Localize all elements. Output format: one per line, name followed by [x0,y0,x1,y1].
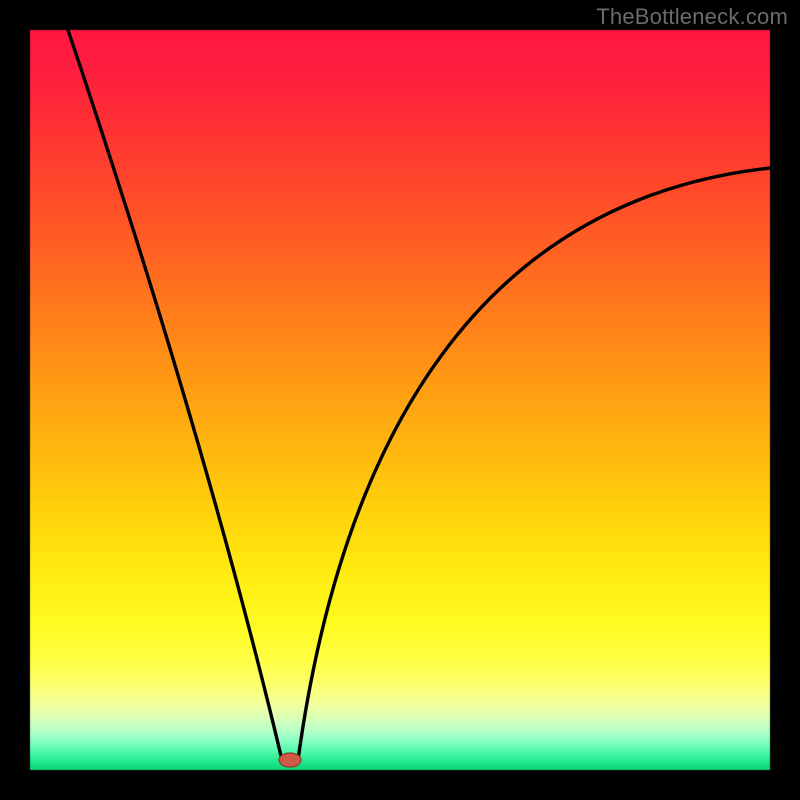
gradient-background [0,0,800,800]
watermark-text: TheBottleneck.com [596,4,788,30]
chart-container: TheBottleneck.com [0,0,800,800]
